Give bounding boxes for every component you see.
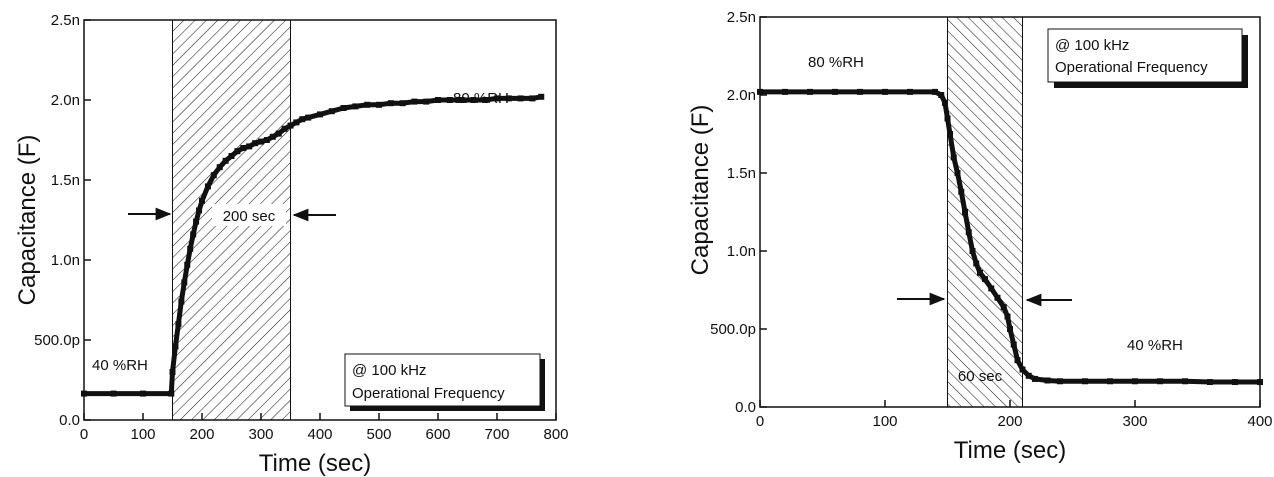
chart-right-x-tick-label: 200 xyxy=(997,413,1022,430)
chart-right-y-tick-label: 1.5n xyxy=(727,165,756,182)
chart-left-points xyxy=(81,93,545,397)
chart-left-x-tick-label: 700 xyxy=(484,426,509,443)
chart-right-y-axis-label: Capacitance (F) xyxy=(687,105,714,276)
chart-left-y-tick-label: 2.5n xyxy=(51,12,80,29)
chart-right-y-tick-label: 2.5n xyxy=(727,9,756,26)
chart-left-y-tick-label: 500.0p xyxy=(34,332,80,349)
chart-right-x-ticks: 0 100 200 300 400 xyxy=(756,400,1273,430)
chart-right-info-box-line2: Operational Frequency xyxy=(1055,59,1208,76)
chart-right-annotation-low-rh: 40 %RH xyxy=(1127,337,1183,354)
chart-right-x-tick-label: 400 xyxy=(1247,413,1272,430)
chart-left-x-tick-label: 200 xyxy=(189,426,214,443)
chart-left-y-tick-label: 2.0n xyxy=(51,92,80,109)
chart-left: 0.0 500.0p 1.0n 1.5n 2.0n 2.5n 0 100 200 300 400 5… xyxy=(14,12,569,477)
chart-left-y-ticks: 0.0 500.0p 1.0n 1.5n 2.0n 2.5n xyxy=(34,12,91,429)
chart-left-duration-label: 200 sec xyxy=(223,208,276,225)
chart-right-info-box-line1: @ 100 kHz xyxy=(1055,37,1129,54)
chart-left-annotation-low-rh: 40 %RH xyxy=(92,357,148,374)
chart-right-x-tick-label: 0 xyxy=(756,413,764,430)
chart-left-x-tick-label: 500 xyxy=(366,426,391,443)
chart-left-y-axis-label: Capacitance (F) xyxy=(14,135,41,306)
chart-right-duration-label: 60 sec xyxy=(958,368,1003,385)
chart-left-info-box xyxy=(344,353,541,407)
chart-left-y-tick-label: 0.0 xyxy=(59,412,80,429)
chart-left-x-tick-label: 800 xyxy=(543,426,568,443)
chart-left-x-axis-label: Time (sec) xyxy=(259,450,371,477)
chart-right-info-box xyxy=(1047,28,1243,83)
chart-right-y-tick-label: 2.0n xyxy=(727,87,756,104)
chart-right-y-tick-label: 500.0p xyxy=(710,321,756,338)
chart-right-series-line xyxy=(760,89,1260,385)
chart-left-annotation-high-rh: 80 %RH xyxy=(453,90,509,107)
chart-left-x-tick-label: 0 xyxy=(80,426,88,443)
chart-left-x-ticks: 0 100 200 300 400 500 600 700 800 xyxy=(80,413,569,443)
chart-right-y-tick-label: 1.0n xyxy=(727,243,756,260)
chart-left-info-box-line2: Operational Frequency xyxy=(352,385,505,402)
chart-right-x-tick-label: 300 xyxy=(1122,413,1147,430)
chart-left-x-tick-label: 600 xyxy=(425,426,450,443)
chart-left-series-line xyxy=(84,94,542,397)
chart-right-annotation-high-rh: 80 %RH xyxy=(808,54,864,71)
chart-right-x-tick-label: 100 xyxy=(872,413,897,430)
chart-left-x-tick-label: 100 xyxy=(130,426,155,443)
chart-left-y-tick-label: 1.5n xyxy=(51,172,80,189)
chart-left-info-box-line1: @ 100 kHz xyxy=(352,362,426,379)
chart-left-x-tick-label: 300 xyxy=(248,426,273,443)
chart-right-shaded-region xyxy=(947,16,1023,408)
chart-left-duration-label-bg xyxy=(212,204,286,226)
chart-right-x-axis-label: Time (sec) xyxy=(954,437,1066,464)
chart-left-x-tick-label: 400 xyxy=(307,426,332,443)
chart-right-y-ticks: 0.0 500.0p 1.0n 1.5n 2.0n 2.5n xyxy=(710,9,767,416)
chart-right-y-tick-label: 0.0 xyxy=(735,399,756,416)
chart-left-y-tick-label: 1.0n xyxy=(51,252,80,269)
